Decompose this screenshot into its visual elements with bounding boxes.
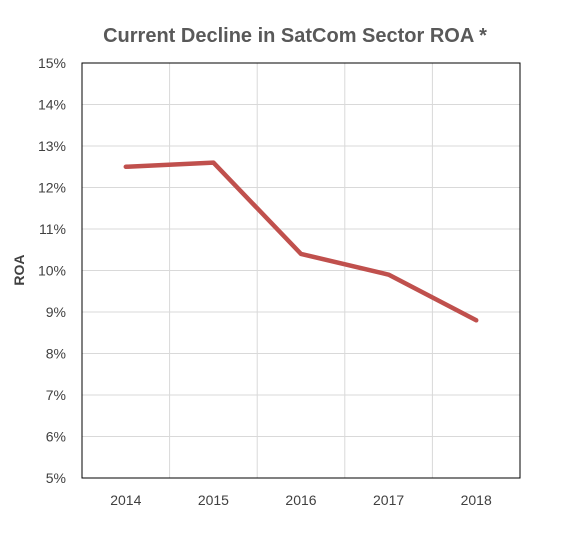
series-line: [123, 160, 479, 323]
chart-title: Current Decline in SatCom Sector ROA *: [103, 25, 487, 47]
y-axis-tick-labels: 15% 14% 13% 12% 11% 10% 9% 8% 7% 6% 5%: [38, 55, 66, 486]
y-axis-label: ROA: [11, 254, 27, 285]
data-point: [299, 252, 303, 256]
data-point: [387, 273, 391, 277]
data-point: [124, 165, 128, 169]
x-axis-tick-labels: 2014 2015 2016 2017 2018: [110, 492, 492, 508]
y-tick-label: 12%: [38, 180, 66, 196]
plot-area-border: [81, 62, 521, 479]
x-tick-label: 2016: [285, 492, 316, 508]
y-tick-label: 11%: [39, 221, 66, 237]
y-tick-label: 13%: [38, 138, 66, 154]
y-tick-label: 10%: [38, 263, 66, 279]
grid-lines: [82, 63, 520, 478]
y-tick-label: 9%: [46, 304, 66, 320]
y-tick-label: 7%: [46, 387, 66, 403]
y-tick-label: 15%: [38, 55, 66, 71]
series-layer: [123, 160, 479, 323]
y-tick-label: 5%: [46, 470, 66, 486]
x-tick-label: 2017: [373, 492, 404, 508]
x-tick-label: 2014: [110, 492, 141, 508]
x-tick-label: 2018: [461, 492, 492, 508]
x-tick-label: 2015: [198, 492, 229, 508]
y-tick-label: 14%: [38, 97, 66, 113]
y-tick-label: 6%: [46, 429, 66, 445]
data-point: [474, 318, 478, 322]
y-tick-label: 8%: [46, 346, 66, 362]
data-point: [211, 161, 215, 165]
